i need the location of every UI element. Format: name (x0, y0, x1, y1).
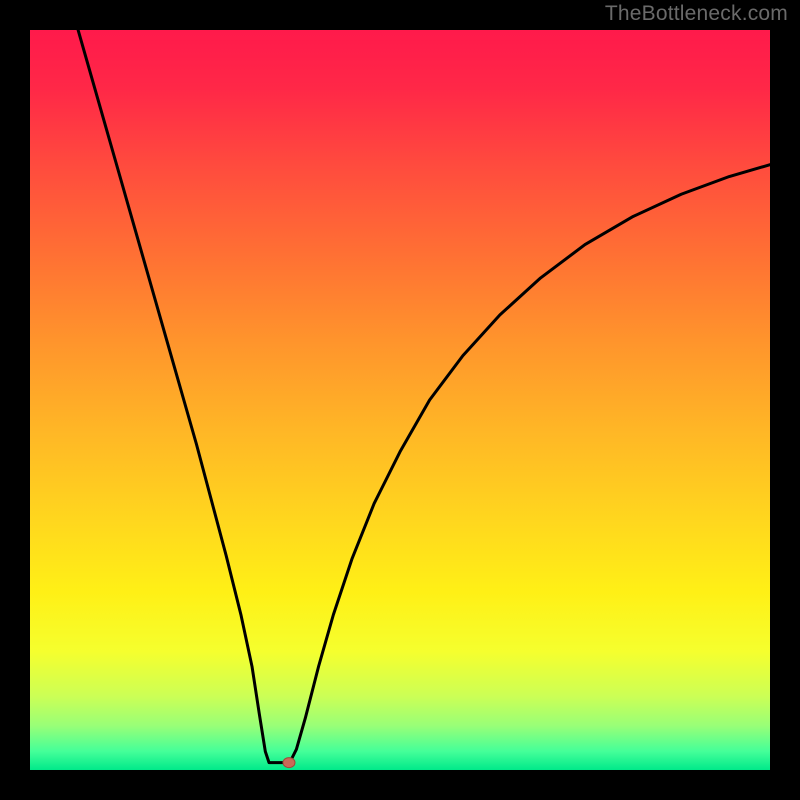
watermark-text: TheBottleneck.com (605, 2, 788, 26)
plot-area (30, 30, 770, 770)
curve-svg (30, 30, 770, 770)
minimum-marker (283, 758, 295, 768)
bottleneck-curve (78, 30, 770, 763)
chart-stage: TheBottleneck.com (0, 0, 800, 800)
